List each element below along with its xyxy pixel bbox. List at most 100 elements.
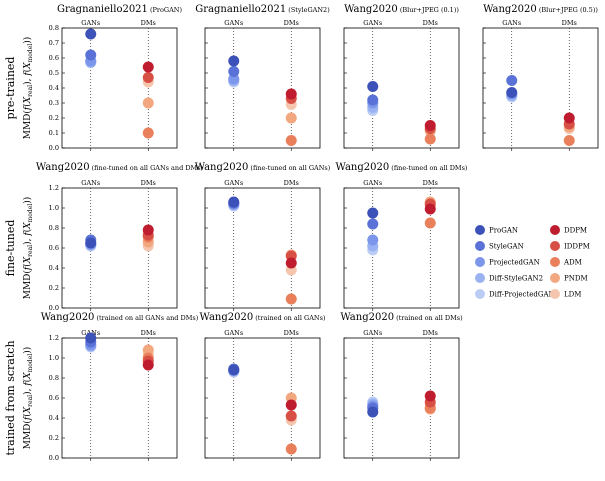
panel-title-sub: (trained on all GANs)	[253, 314, 326, 322]
point-gan-ProGAN	[85, 28, 97, 40]
row-label-pretrained: pre-trained	[4, 57, 17, 120]
y-tick-label: 0.6	[49, 244, 59, 252]
panel-title-sub: (fine-tuned on all GANs)	[248, 164, 330, 172]
panel-title: Gragnaniello2021 (ProGAN)	[57, 4, 183, 15]
panel-title: Wang2020 (Blur+JPEG (0.5))	[483, 4, 598, 15]
legend-marker-DDPM	[550, 225, 560, 235]
y-tick-label: 0.2	[49, 284, 59, 292]
y-axis-label-row2: MMD(f(Xreal), f(Xmodel))	[22, 347, 34, 450]
y-tick-label: 0.0	[49, 454, 59, 462]
panel-title: Wang2020 (fine-tuned on all GANs and DMs…	[36, 162, 204, 173]
category-label-dms: DMs	[284, 329, 299, 337]
point-gan-ProGAN	[367, 81, 379, 92]
plot-frame	[204, 187, 321, 309]
legend-marker-Diff-StyleGAN2	[475, 273, 485, 283]
point-gan-StyleGAN	[367, 218, 379, 230]
category-label-gans: GANs	[363, 19, 382, 27]
legend-label-Diff-ProjectedGAN: Diff-ProjectedGAN	[489, 291, 555, 299]
point-dm-IDDPM	[285, 410, 297, 422]
y-tick-label: 0.8	[49, 224, 59, 232]
plot-frame	[343, 187, 460, 309]
point-dm-DDPM	[424, 390, 436, 402]
y-tick-label: 0.1	[49, 129, 59, 137]
panel-title: Wang2020 (trained on all GANs and DMs)	[41, 312, 199, 323]
panel-4: Wang2020 (fine-tuned on all GANs and DMs…	[36, 162, 204, 312]
legend-label-Diff-StyleGAN2: Diff-StyleGAN2	[489, 275, 543, 283]
plot-frame	[61, 187, 178, 309]
panel-6: Wang2020 (fine-tuned on all DMs) GANs DMs	[336, 162, 468, 311]
row-label-finetuned: fine-tuned	[4, 220, 17, 277]
panel-title-sub: (Blur+JPEG (0.1))	[398, 6, 460, 14]
y-tick-label: 1.0	[49, 204, 59, 212]
point-gan-ProGAN	[228, 196, 240, 208]
panel-title-main: Wang2020	[344, 4, 398, 15]
panel-title-main: Wang2020	[340, 312, 394, 323]
panel-8: Wang2020 (trained on all GANs) GANs DMs	[200, 312, 326, 461]
panel-title: Wang2020 (trained on all GANs)	[200, 312, 326, 323]
y-tick-label: 0.8	[49, 24, 59, 32]
legend-marker-ADM	[550, 257, 560, 267]
y-tick-label: 0.4	[49, 414, 59, 422]
category-label-dms: DMs	[141, 179, 156, 187]
plot-frame	[204, 27, 321, 149]
point-dm-ADM	[424, 133, 436, 145]
y-tick-label: 1.2	[49, 184, 59, 192]
point-gan-StyleGAN	[85, 49, 97, 61]
point-dm-DDPM	[563, 112, 575, 124]
panel-title: Wang2020 (trained on all DMs)	[340, 312, 463, 323]
panel-title: Wang2020 (fine-tuned on all GANs)	[195, 162, 331, 173]
panel-title-sub: (fine-tuned on all DMs)	[389, 164, 468, 172]
y-tick-label: 0.6	[49, 394, 59, 402]
y-tick-label: 0.2	[49, 434, 59, 442]
point-gan-StyleGAN	[367, 94, 379, 106]
category-label-dms: DMs	[141, 329, 156, 337]
category-label-gans: GANs	[224, 179, 243, 187]
point-dm-DDPM	[285, 399, 297, 411]
legend-label-ProGAN: ProGAN	[489, 227, 518, 235]
category-label-gans: GANs	[502, 19, 521, 27]
category-label-gans: GANs	[81, 179, 100, 187]
plot-frame	[204, 337, 321, 459]
y-tick-label: 0.0	[49, 304, 59, 312]
point-dm-ADM	[285, 293, 297, 305]
legend-label-ADM: ADM	[563, 259, 582, 267]
panel-title: Wang2020 (Blur+JPEG (0.1))	[344, 4, 459, 15]
row-label-scratch: trained from scratch	[4, 340, 17, 455]
panel-7: Wang2020 (trained on all GANs and DMs)GA…	[41, 312, 199, 462]
category-label-gans: GANs	[224, 19, 243, 27]
point-dm-ADM	[563, 135, 575, 146]
category-label-gans: GANs	[363, 329, 382, 337]
legend-label-StyleGAN: StyleGAN	[489, 243, 524, 251]
panel-title-main: Wang2020	[36, 162, 90, 173]
point-gan-ProGAN	[367, 207, 379, 219]
point-gan-ProGAN	[228, 55, 240, 67]
point-gan-ProGAN	[367, 406, 379, 418]
y-tick-label: 0.3	[49, 99, 59, 107]
category-label-dms: DMs	[423, 329, 438, 337]
point-gan-ProjectedGAN	[367, 234, 379, 246]
panel-title: Gragnaniello2021 (StyleGAN2)	[195, 4, 330, 15]
legend-marker-Diff-ProjectedGAN	[475, 289, 485, 299]
y-tick-label: 0.2	[49, 114, 59, 122]
panel-9: Wang2020 (trained on all DMs) GANs DMs	[340, 312, 463, 461]
point-dm-ADM	[285, 135, 297, 146]
panel-title-main: Gragnaniello2021	[57, 4, 148, 15]
y-tick-label: 1.0	[49, 354, 59, 362]
point-gan-ProGAN	[228, 364, 240, 376]
category-label-gans: GANs	[363, 179, 382, 187]
category-label-gans: GANs	[224, 329, 243, 337]
category-label-dms: DMs	[562, 19, 577, 27]
y-tick-label: 0.8	[49, 374, 59, 382]
point-dm-DDPM	[142, 61, 154, 73]
category-label-dms: DMs	[284, 19, 299, 27]
panel-2: Wang2020 (Blur+JPEG (0.1)) GANs DMs	[343, 4, 460, 151]
plot-frame	[343, 27, 460, 149]
point-dm-IDDPM	[142, 72, 154, 83]
category-label-dms: DMs	[423, 19, 438, 27]
point-dm-DDPM	[424, 120, 436, 131]
point-dm-DDPM	[285, 257, 297, 269]
panel-title-sub: (trained on all DMs)	[394, 314, 463, 322]
category-label-dms: DMs	[423, 179, 438, 187]
panel-title-sub: (ProGAN)	[148, 6, 183, 14]
panel-title-sub: (StyleGAN2)	[286, 6, 330, 14]
